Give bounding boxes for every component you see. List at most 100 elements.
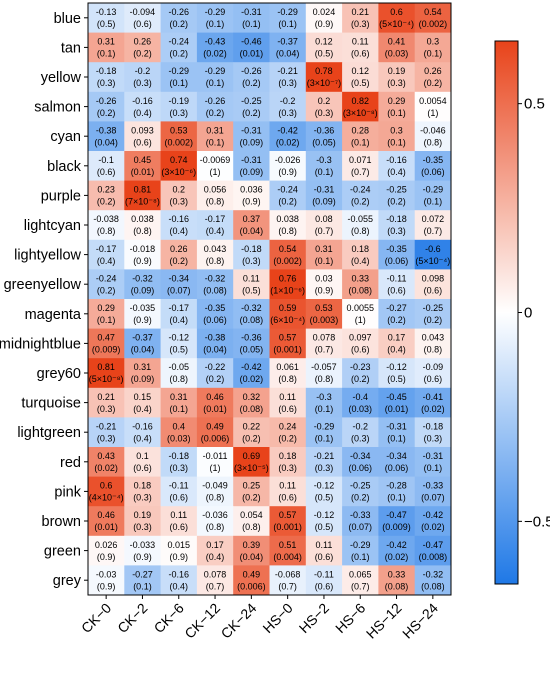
cell-correlation-label: -0.068 xyxy=(275,569,301,579)
cell-pvalue-label: (0.8) xyxy=(97,226,116,236)
heatmap-cell: -0.17 (0.4) xyxy=(196,210,234,241)
cell-pvalue-label: (0.9) xyxy=(133,552,152,562)
cell-fill xyxy=(378,32,416,63)
cell-fill xyxy=(233,387,270,418)
cell-fill xyxy=(269,91,307,122)
cell-pvalue-label: (0.7) xyxy=(315,226,334,236)
cell-pvalue-label: (0.04) xyxy=(131,345,155,355)
cell-pvalue-label: (0.8) xyxy=(351,226,370,236)
cell-fill xyxy=(124,269,161,300)
heatmap-cell: -0.2 (0.3) xyxy=(124,62,161,93)
cell-pvalue-label: (0.5) xyxy=(315,49,334,59)
cell-pvalue-label: (0.04) xyxy=(94,137,118,147)
cell-correlation-label: -0.24 xyxy=(168,37,189,47)
heatmap-cell: -0.026 (0.9) xyxy=(269,151,307,181)
heatmap-cell: 0.54 (0.002) xyxy=(269,239,307,270)
cell-correlation-label: 0.6 xyxy=(390,7,403,17)
cell-fill xyxy=(305,91,343,122)
cell-fill xyxy=(305,476,343,507)
heatmap-cell: 0.59 (6×10⁻⁴) xyxy=(269,299,307,329)
row-label: red xyxy=(60,455,81,471)
cell-pvalue-label: (0.07) xyxy=(167,285,191,295)
cell-fill xyxy=(233,417,270,448)
heatmap-cell: 0.31 (0.1) xyxy=(160,387,198,418)
cell-correlation-label: 0.072 xyxy=(422,214,445,224)
cell-correlation-label: 0.31 xyxy=(170,392,188,402)
heatmap-cell: -0.18 (0.3) xyxy=(233,239,270,270)
cell-correlation-label: -0.37 xyxy=(277,37,298,47)
cell-correlation-label: -0.32 xyxy=(423,569,444,579)
heatmap-cell: -0.29 (0.1) xyxy=(305,417,343,448)
cell-pvalue-label: (0.1) xyxy=(387,493,406,503)
cell-fill xyxy=(378,269,416,300)
cell-fill xyxy=(196,387,234,418)
cell-correlation-label: -0.18 xyxy=(241,244,262,254)
cell-correlation-label: -0.16 xyxy=(132,96,153,106)
cell-pvalue-label: (0.4) xyxy=(169,226,188,236)
cell-correlation-label: 0.69 xyxy=(243,451,261,461)
cell-fill xyxy=(88,417,125,448)
row-label: purple xyxy=(41,188,81,204)
cell-pvalue-label: (0.7) xyxy=(424,226,443,236)
cell-correlation-label: -0.2 xyxy=(352,421,368,431)
heatmap-cell: 0.18 (0.3) xyxy=(124,476,161,507)
heatmap-cell: -0.36 (0.05) xyxy=(233,328,270,359)
heatmap-cell: -0.46 (0.01) xyxy=(233,32,270,63)
heatmap-cell: 0.43 (0.02) xyxy=(88,447,125,477)
cell-fill xyxy=(233,299,270,329)
cell-pvalue-label: (0.3) xyxy=(133,78,152,88)
cell-pvalue-label: (0.9) xyxy=(133,315,152,325)
heatmap-cell: -0.27 (0.1) xyxy=(124,565,161,596)
cell-pvalue-label: (0.06) xyxy=(385,463,409,473)
cell-correlation-label: 0.49 xyxy=(243,569,261,579)
heatmap-cell: -0.31 (0.09) xyxy=(233,121,270,152)
cell-correlation-label: 0.18 xyxy=(279,451,297,461)
cell-fill xyxy=(342,447,379,477)
heatmap-cell: 0.33 (0.08) xyxy=(378,565,416,596)
heatmap-cell: -0.09 (0.6) xyxy=(414,358,452,389)
cell-correlation-label: 0.2 xyxy=(172,185,185,195)
cell-pvalue-label: (0.5) xyxy=(315,522,334,532)
cell-pvalue-label: (0.02) xyxy=(203,49,227,59)
cell-pvalue-label: (0.006) xyxy=(201,433,230,443)
row-label: black xyxy=(47,159,82,175)
cell-fill xyxy=(342,535,379,566)
heatmap-cell: -0.29 (0.1) xyxy=(196,3,234,33)
cell-correlation-label: -0.23 xyxy=(350,362,371,372)
cell-pvalue-label: (0.3) xyxy=(315,108,334,118)
cell-correlation-label: 0.0055 xyxy=(346,303,374,313)
heatmap-cell: -0.11 (0.6) xyxy=(378,269,416,300)
cell-fill xyxy=(88,269,125,300)
row-label: yellow xyxy=(41,70,82,86)
cell-correlation-label: 0.03 xyxy=(315,273,333,283)
heatmap-cell: 0.24 (0.2) xyxy=(269,417,307,448)
cell-fill xyxy=(342,62,379,93)
cell-fill xyxy=(88,358,125,389)
cell-pvalue-label: (0.8) xyxy=(206,522,225,532)
cell-correlation-label: -0.29 xyxy=(205,7,226,17)
cell-correlation-label: 0.26 xyxy=(134,37,152,47)
cell-pvalue-label: (0.05) xyxy=(240,345,264,355)
cell-fill xyxy=(378,358,416,389)
cell-correlation-label: 0.19 xyxy=(388,66,406,76)
cell-fill xyxy=(233,447,270,477)
cell-correlation-label: 0.17 xyxy=(388,333,406,343)
cell-fill xyxy=(196,269,234,300)
cell-correlation-label: -0.17 xyxy=(168,303,189,313)
cell-correlation-label: 0.57 xyxy=(279,510,297,520)
cell-pvalue-label: (0.4) xyxy=(206,552,225,562)
heatmap-cell: -0.16 (0.4) xyxy=(378,151,416,181)
heatmap-cell: 0.21 (0.3) xyxy=(88,387,125,418)
cell-pvalue-label: (5×10⁻⁸) xyxy=(89,374,124,384)
cell-correlation-label: 0.51 xyxy=(279,540,297,550)
cell-fill xyxy=(233,535,270,566)
cell-fill xyxy=(160,3,198,33)
heatmap-cell: 0.54 (0.002) xyxy=(414,3,452,33)
cell-fill xyxy=(196,328,234,359)
cell-correlation-label: 0.11 xyxy=(279,481,296,491)
cell-correlation-label: -0.0069 xyxy=(200,155,231,165)
heatmap-cell: 0.061 (0.8) xyxy=(269,358,307,389)
heatmap-cell: -0.068 (0.7) xyxy=(269,565,307,596)
heatmap-cell: -0.47 (0.009) xyxy=(378,506,416,537)
heatmap-cell: 0.12 (0.5) xyxy=(305,32,343,63)
